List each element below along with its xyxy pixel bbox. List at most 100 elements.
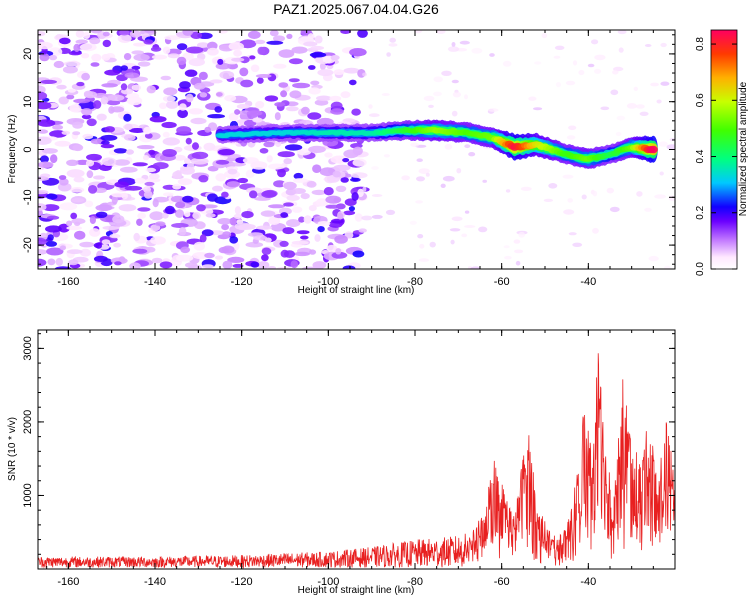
spectrogram-noise-blob (72, 144, 84, 152)
spectrogram-noise-blob (249, 55, 256, 60)
spectrogram-noise-blob (227, 256, 245, 263)
spectrogram-noise-blob (252, 117, 263, 123)
spectrogram-noise-blob (503, 245, 510, 249)
spectrogram-noise-blob (233, 241, 240, 251)
spectrogram-noise-blob (192, 252, 209, 260)
spectrogram-noise-blob (348, 206, 355, 212)
spectrogram-noise-blob (264, 95, 279, 102)
spectrogram-noise-blob (553, 55, 561, 59)
spectrogram-noise-blob (120, 83, 128, 91)
spectrogram-noise-blob (81, 114, 92, 120)
spectrogram-noise-blob (317, 226, 325, 233)
spectrogram-noise-blob (142, 155, 150, 161)
spectrogram-noise-blob (134, 177, 146, 184)
spectrogram-noise-blob (61, 130, 71, 135)
spectrogram-noise-blob (79, 241, 95, 248)
spectrogram-noise-blob (59, 245, 66, 251)
spectrogram-noise-blob (214, 255, 224, 260)
spectrogram-noise-blob (81, 108, 93, 116)
spectrogram-noise-blob (285, 106, 299, 112)
spectrogram-noise-blob (68, 259, 79, 266)
spectrogram-noise-blob (357, 30, 368, 38)
spectrogram-noise-blob (124, 185, 143, 191)
spectrogram-noise-blob (133, 42, 147, 47)
spectrogram-noise-blob (38, 189, 49, 195)
spectrogram-x-tick-label: -100 (317, 276, 339, 288)
spectrogram-noise-blob (86, 118, 97, 127)
spectrogram-noise-blob (66, 169, 85, 178)
spectrogram-noise-blob (362, 72, 367, 77)
spectrogram-noise-blob (237, 177, 249, 184)
spectrogram-noise-blob (572, 242, 583, 247)
spectrogram-noise-blob (56, 84, 67, 90)
spectrogram-noise-blob (659, 171, 664, 176)
spectrogram-noise-blob (79, 248, 92, 257)
spectrogram-noise-blob (215, 62, 231, 70)
spectrogram-noise-blob (38, 91, 48, 100)
spectrogram-noise-blob (314, 35, 323, 44)
spectrogram-noise-blob (324, 152, 333, 158)
spectrogram-noise-blob (66, 159, 79, 166)
spectrogram-y-label: Frequency (Hz) (7, 115, 18, 184)
spectrogram-noise-blob (70, 212, 78, 220)
spectrogram-noise-blob (257, 46, 266, 55)
spectrogram-noise-blob (451, 110, 458, 117)
spectrogram-noise-blob (160, 75, 172, 81)
spectrogram-noise-blob (505, 189, 511, 193)
spectrogram-noise-blob (249, 190, 258, 199)
spectrogram-noise-blob (610, 89, 619, 96)
spectrogram-noise-blob (303, 41, 318, 47)
spectrogram-noise-blob (401, 175, 410, 181)
spectrogram-noise-blob (176, 254, 194, 262)
spectrogram-noise-blob (644, 207, 652, 212)
spectrogram-noise-blob (257, 261, 270, 269)
spectrogram-noise-blob (326, 244, 338, 252)
spectrogram-noise-blob (38, 119, 56, 127)
spectrogram-noise-blob (250, 161, 268, 170)
spectrogram-noise-blob (294, 251, 311, 257)
spectrogram-noise-blob (541, 32, 548, 39)
spectrogram-noise-blob (357, 188, 364, 198)
spectrogram-noise-blob (185, 93, 194, 103)
spectrogram-noise-blob (152, 162, 169, 170)
spectrogram-noise-blob (250, 261, 260, 268)
spectrogram-noise-blob (161, 121, 177, 129)
spectrogram-noise-blob (161, 212, 169, 219)
spectrogram-noise-blob (215, 159, 230, 165)
spectrogram-noise-blob (180, 246, 191, 254)
spectrogram-noise-blob (286, 195, 300, 201)
spectrogram-noise-blob (340, 177, 349, 183)
spectrogram-noise-blob (263, 141, 275, 148)
spectrogram-noise-blob (273, 35, 285, 42)
spectrogram-noise-blob (451, 216, 463, 222)
spectrogram-noise-blob (76, 81, 85, 87)
spectrogram-noise-blob (124, 123, 133, 131)
spectrogram-noise-blob (207, 193, 218, 202)
spectrogram-noise-blob (633, 86, 638, 91)
spectrogram-noise-blob (104, 126, 116, 133)
spectrogram-noise-blob (256, 225, 273, 230)
spectrogram-noise-blob (83, 31, 91, 39)
spectrogram-noise-blob (270, 222, 286, 232)
spectrogram-noise-blob (239, 56, 250, 64)
snr-x-tick-label: -100 (317, 576, 339, 588)
spectrogram-noise-blob (349, 48, 367, 57)
spectrogram-x-ticks: -160 -140 -120 -100 -80 -60 -40 (46, 30, 676, 288)
spectrogram-noise-blob (471, 47, 483, 54)
spectrogram-noise-blob (464, 225, 476, 228)
spectrogram-noise-blob (126, 96, 143, 106)
spectrogram-noise-blob (95, 204, 113, 212)
spectrogram-noise-blob (40, 155, 49, 164)
snr-y-tick-label: 2000 (22, 410, 34, 434)
spectrogram-noise-blob (316, 95, 332, 102)
snr-x-label: Height of straight line (km) (298, 585, 415, 596)
spectrogram-noise-blob (107, 94, 125, 102)
spectrogram-x-tick-label: -140 (144, 276, 166, 288)
spectrogram-noise-blob (533, 107, 543, 111)
spectrogram-noise-blob (600, 106, 610, 111)
snr-x-tick-label: -160 (57, 576, 79, 588)
spectrogram-noise-blob (38, 41, 53, 50)
spectrogram-noise-blob (581, 194, 587, 200)
spectrogram-noise-blob (143, 39, 154, 45)
